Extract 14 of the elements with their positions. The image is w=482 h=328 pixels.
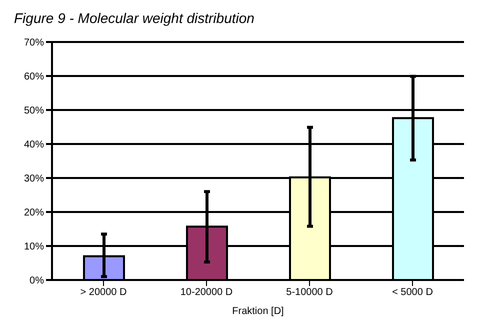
x-tick-label: < 5000 D	[392, 287, 433, 298]
x-tick-label: 10-20000 D	[180, 287, 233, 298]
y-tick-label: 40%	[24, 140, 44, 151]
y-tick-label: 10%	[24, 242, 44, 253]
x-axis-title: Fraktion [D]	[232, 306, 284, 317]
y-tick-label: 50%	[24, 106, 44, 117]
x-tick-label: > 20000 D	[80, 287, 127, 298]
y-tick-label: 60%	[24, 72, 44, 83]
chart-title: Figure 9 - Molecular weight distribution	[13, 9, 256, 28]
y-tick-label: 20%	[24, 208, 44, 219]
y-tick-label: 0%	[30, 276, 44, 287]
y-tick-label: 70%	[24, 38, 44, 49]
x-tick-label: 5-10000 D	[286, 287, 333, 298]
y-tick-label: 30%	[24, 174, 44, 185]
